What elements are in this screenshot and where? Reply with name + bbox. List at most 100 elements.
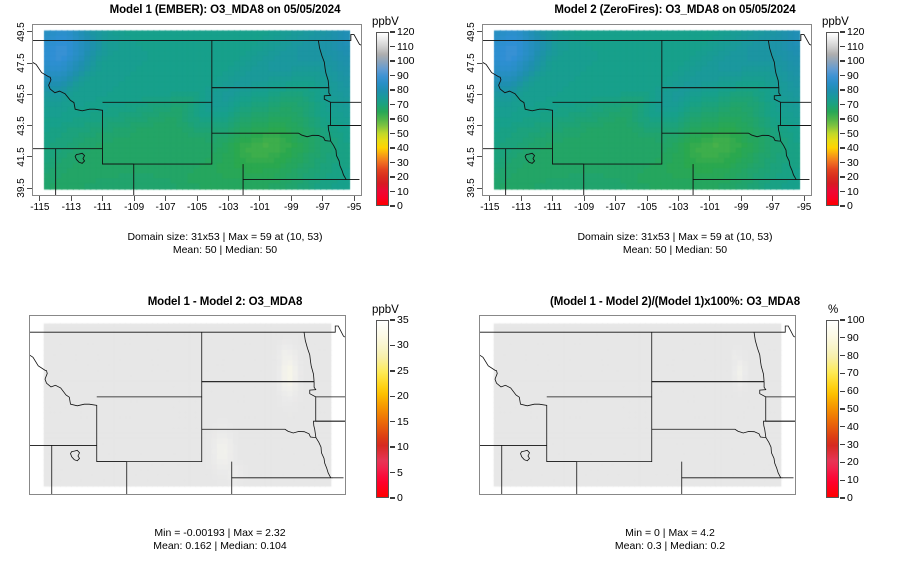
colorbar-tick-label: 25 [397,364,409,377]
y-tick-label: 39.5 [466,178,477,198]
colorbar-tick-label: 110 [397,40,414,53]
panel-title-diff: Model 1 - Model 2: O3_MDA8 [147,296,303,308]
map-plot-model2 [482,24,812,196]
x-tick-label: -103 [218,202,239,213]
x-tick-label: -101 [699,202,720,213]
y-tick-mark [477,31,482,33]
colorbar-tick-label: 20 [847,456,859,469]
y-tick-mark [27,31,32,33]
colorbar-tick-label: 40 [847,142,859,154]
x-tick-label: -101 [249,202,270,213]
colorbar-tick-mark [840,176,845,178]
colorbar-tick-mark [840,190,845,193]
colorbar-tick-label: 50 [847,127,859,140]
y-tick-mark [477,125,482,127]
colorbar-tick-mark [840,390,845,392]
colorbar-tick-mark [390,395,395,397]
colorbar-gradient [376,32,389,206]
x-tick-mark [772,196,774,201]
map-raster-model1 [33,25,361,195]
colorbar-tick-label: 20 [397,390,409,403]
colorbar-tick-label: 0 [847,200,853,212]
colorbar-tick-label: 10 [397,185,409,198]
x-tick-mark [740,196,742,201]
colorbar-tick-mark [390,176,395,178]
colorbar-tick-label: 70 [847,367,859,380]
colorbar-tick-label: 35 [397,314,409,326]
colorbar-tick-label: 20 [847,171,859,183]
x-tick-mark [709,196,711,201]
panel-title-model2: Model 2 (ZeroFires): O3_MDA8 on 05/05/20… [554,4,796,16]
colorbar-tick-mark [840,89,845,91]
colorbar-tick-mark [390,205,395,207]
y-tick-mark [27,125,32,127]
x-tick-label: -95 [796,202,812,213]
colorbar-tick-label: 100 [397,55,415,67]
colorbar-tick-label: 0 [397,492,403,504]
x-tick-label: -95 [346,202,362,213]
colorbar-tick-label: 110 [847,40,864,53]
x-tick-mark [227,196,229,201]
caption-model2: Domain size: 31x53 | Max = 59 at (10, 53… [577,231,773,256]
colorbar-tick-label: 10 [397,441,409,454]
colorbar-tick-mark [840,479,845,481]
colorbar-tick-mark [390,103,395,106]
colorbar-tick-label: 120 [397,26,415,38]
colorbar-tick-label: 40 [397,142,409,154]
x-tick-label: -111 [543,202,562,213]
x-tick-mark [259,196,261,201]
x-tick-mark [165,196,167,201]
colorbar-tick-label: 50 [847,403,859,415]
x-tick-label: -105 [636,202,657,213]
panel-model2: Model 2 (ZeroFires): O3_MDA8 on 05/05/20… [450,0,900,289]
colorbar-tick-mark [840,60,845,62]
colorbar-tick-label: 30 [397,156,409,169]
colorbar-tick-label: 30 [847,156,859,169]
colorbar-tick-mark [840,31,845,33]
colorbar-tick-mark [840,319,845,321]
x-tick-mark [677,196,679,201]
map-raster-model2 [483,25,811,195]
colorbar-gradient [376,320,389,498]
x-tick-label: -99 [734,202,749,213]
colorbar-tick-label: 60 [847,385,859,398]
x-tick-label: -111 [93,202,112,213]
y-tick-mark [477,62,482,64]
colorbar-tick-mark [840,147,845,149]
colorbar-unit-label: ppbV [372,304,399,316]
x-tick-mark [322,196,324,201]
colorbar-tick-label: 90 [847,69,859,82]
x-tick-mark [489,196,491,201]
y-tick-mark [477,93,482,95]
x-tick-mark [196,196,198,201]
map-raster-diff [30,316,345,494]
y-tick-label: 49.5 [466,22,477,42]
y-tick-label: 41.5 [16,147,27,167]
colorbar-tick-mark [390,344,395,347]
colorbar-tick-mark [390,60,395,62]
colorbar-tick-mark [840,461,845,464]
colorbar-tick-mark [840,132,845,135]
colorbar-tick-label: 90 [847,331,859,344]
colorbar-tick-mark [840,337,845,339]
colorbar-tick-mark [390,132,395,135]
x-tick-label: -113 [511,202,531,213]
x-tick-label: -113 [61,202,81,213]
colorbar-tick-label: 120 [847,26,865,38]
x-tick-mark [353,196,355,201]
colorbar-tick-label: 60 [397,113,409,125]
map-raster-pctdiff [480,316,795,494]
colorbar-unit-label: ppbV [372,16,399,28]
colorbar-tick-label: 80 [847,84,859,96]
colorbar-tick-mark [390,370,395,372]
colorbar-tick-label: 100 [847,55,865,67]
colorbar-tick-label: 40 [847,420,859,433]
colorbar-tick-mark [840,443,845,446]
colorbar-tick-mark [840,354,845,357]
colorbar-tick-label: 5 [397,466,403,479]
x-tick-label: -107 [155,202,176,213]
colorbar-gradient [826,320,839,498]
caption-pctdiff: Min = 0 | Max = 4.2 Mean: 0.3 | Median: … [614,527,726,552]
y-tick-mark [27,62,32,64]
y-tick-label: 43.5 [466,115,477,136]
